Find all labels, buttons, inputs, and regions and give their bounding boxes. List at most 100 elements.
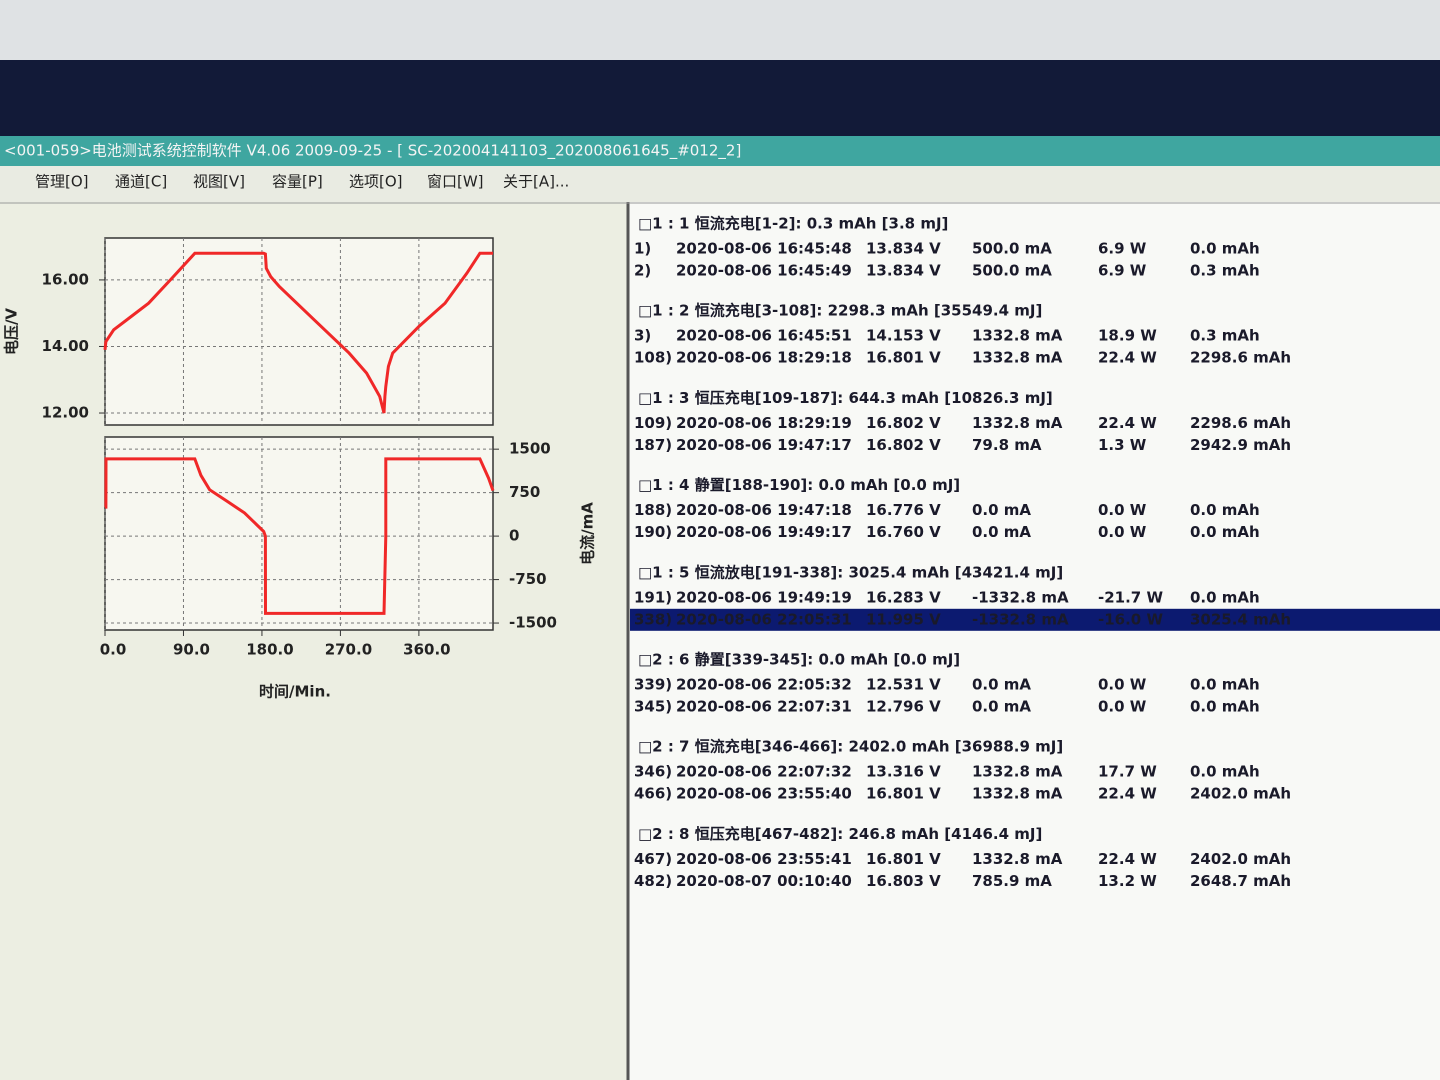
record-cell[interactable]: 0.0 mAh (1190, 523, 1260, 541)
record-cell[interactable]: 2020-08-06 22:07:31 (676, 698, 852, 716)
record-cell[interactable]: 339) (634, 676, 672, 694)
record-cell[interactable]: 16.801 V (866, 349, 941, 367)
record-cell[interactable]: 466) (634, 785, 672, 803)
record-cell[interactable]: 18.9 W (1098, 327, 1157, 345)
record-cell[interactable]: 191) (634, 588, 672, 606)
record-cell[interactable]: 345) (634, 698, 672, 716)
record-cell[interactable]: 0.0 W (1098, 676, 1147, 694)
record-cell[interactable]: 22.4 W (1098, 850, 1157, 868)
record-cell[interactable]: 2020-08-06 18:29:19 (676, 414, 852, 432)
menu-item[interactable]: 窗口[W] (427, 173, 484, 191)
selected-row[interactable] (630, 608, 1440, 631)
record-cell[interactable]: 13.316 V (866, 763, 941, 781)
record-cell[interactable]: 0.3 mAh (1190, 327, 1260, 345)
record-cell[interactable]: 79.8 mA (972, 436, 1042, 454)
record-cell[interactable]: 6.9 W (1098, 262, 1147, 280)
record-cell[interactable]: 22.4 W (1098, 785, 1157, 803)
record-cell[interactable]: 12.796 V (866, 698, 941, 716)
record-cell[interactable]: 0.0 mAh (1190, 698, 1260, 716)
record-cell[interactable]: 16.760 V (866, 523, 941, 541)
record-cell[interactable]: 2020-08-06 23:55:40 (676, 785, 852, 803)
record-cell[interactable]: 13.834 V (866, 240, 941, 258)
record-cell[interactable]: 1) (634, 240, 651, 258)
record-cell[interactable]: 17.7 W (1098, 763, 1157, 781)
record-cell[interactable]: 0.0 mA (972, 698, 1031, 716)
record-cell[interactable]: 0.0 mAh (1190, 501, 1260, 519)
menu-item[interactable]: 容量[P] (272, 173, 323, 191)
record-cell[interactable]: 2298.6 mAh (1190, 414, 1291, 432)
record-cell[interactable]: 2020-08-06 19:49:19 (676, 588, 852, 606)
menu-item[interactable]: 通道[C] (115, 173, 167, 191)
record-cell[interactable]: 13.2 W (1098, 872, 1157, 890)
record-cell[interactable]: 16.802 V (866, 414, 941, 432)
record-cell[interactable]: 0.0 mAh (1190, 240, 1260, 258)
record-cell[interactable]: 2020-08-06 23:55:41 (676, 850, 852, 868)
record-cell[interactable]: 2020-08-06 16:45:49 (676, 262, 852, 280)
record-cell[interactable]: 2020-08-06 19:49:17 (676, 523, 852, 541)
menu-item[interactable]: 选项[O] (349, 173, 403, 191)
record-cell[interactable]: 108) (634, 349, 672, 367)
record-cell[interactable]: 2402.0 mAh (1190, 850, 1291, 868)
record-cell[interactable]: 0.0 mA (972, 676, 1031, 694)
record-cell[interactable]: 500.0 mA (972, 262, 1052, 280)
record-cell[interactable]: 16.801 V (866, 850, 941, 868)
record-cell[interactable]: 12.531 V (866, 676, 941, 694)
record-cell[interactable]: 0.0 mAh (1190, 588, 1260, 606)
record-cell[interactable]: 13.834 V (866, 262, 941, 280)
record-cell[interactable]: 1332.8 mA (972, 850, 1063, 868)
record-cell[interactable]: 2020-08-06 19:47:18 (676, 501, 852, 519)
record-cell[interactable]: 187) (634, 436, 672, 454)
record-cell[interactable]: 2402.0 mAh (1190, 785, 1291, 803)
record-cell[interactable]: 16.283 V (866, 588, 941, 606)
record-cell[interactable]: 0.0 mAh (1190, 676, 1260, 694)
record-cell[interactable]: 1332.8 mA (972, 327, 1063, 345)
record-cell[interactable]: 2020-08-06 18:29:18 (676, 349, 852, 367)
record-cell[interactable]: 2648.7 mAh (1190, 872, 1291, 890)
record-cell[interactable]: 0.0 W (1098, 698, 1147, 716)
record-cell[interactable]: 22.4 W (1098, 349, 1157, 367)
record-cell[interactable]: 16.801 V (866, 785, 941, 803)
record-cell[interactable]: -1332.8 mA (972, 610, 1069, 628)
menu-item[interactable]: 视图[V] (193, 173, 245, 191)
menu-item[interactable]: 管理[O] (35, 173, 89, 191)
record-cell[interactable]: 14.153 V (866, 327, 941, 345)
record-cell[interactable]: 2942.9 mAh (1190, 436, 1291, 454)
record-cell[interactable]: 16.802 V (866, 436, 941, 454)
record-cell[interactable]: 467) (634, 850, 672, 868)
record-cell[interactable]: 16.803 V (866, 872, 941, 890)
menu-item[interactable]: 关于[A]... (503, 173, 569, 191)
record-cell[interactable]: -21.7 W (1098, 588, 1163, 606)
record-cell[interactable]: 0.0 mA (972, 501, 1031, 519)
record-cell[interactable]: 2020-08-07 00:10:40 (676, 872, 852, 890)
record-cell[interactable]: 785.9 mA (972, 872, 1052, 890)
record-cell[interactable]: 0.0 W (1098, 501, 1147, 519)
record-cell[interactable]: 188) (634, 501, 672, 519)
record-cell[interactable]: 1332.8 mA (972, 763, 1063, 781)
record-cell[interactable]: 1332.8 mA (972, 349, 1063, 367)
record-cell[interactable]: 482) (634, 872, 672, 890)
record-cell[interactable]: 6.9 W (1098, 240, 1147, 258)
record-cell[interactable]: 1.3 W (1098, 436, 1147, 454)
record-cell[interactable]: 500.0 mA (972, 240, 1052, 258)
record-cell[interactable]: 338) (634, 610, 672, 628)
record-cell[interactable]: 190) (634, 523, 672, 541)
record-cell[interactable]: 1332.8 mA (972, 785, 1063, 803)
record-cell[interactable]: 0.3 mAh (1190, 262, 1260, 280)
record-cell[interactable]: 3025.4 mAh (1190, 610, 1291, 628)
record-cell[interactable]: 2298.6 mAh (1190, 349, 1291, 367)
record-cell[interactable]: 11.995 V (866, 610, 941, 628)
record-cell[interactable]: 0.0 W (1098, 523, 1147, 541)
record-cell[interactable]: -1332.8 mA (972, 588, 1069, 606)
record-cell[interactable]: 2020-08-06 16:45:51 (676, 327, 852, 345)
record-cell[interactable]: 16.776 V (866, 501, 941, 519)
record-cell[interactable]: -16.0 W (1098, 610, 1163, 628)
record-cell[interactable]: 2020-08-06 22:05:31 (676, 610, 852, 628)
record-cell[interactable]: 0.0 mAh (1190, 763, 1260, 781)
record-cell[interactable]: 2020-08-06 22:07:32 (676, 763, 852, 781)
record-cell[interactable]: 109) (634, 414, 672, 432)
record-cell[interactable]: 22.4 W (1098, 414, 1157, 432)
record-cell[interactable]: 2020-08-06 22:05:32 (676, 676, 852, 694)
record-cell[interactable]: 0.0 mA (972, 523, 1031, 541)
record-cell[interactable]: 2020-08-06 19:47:17 (676, 436, 852, 454)
record-cell[interactable]: 3) (634, 327, 651, 345)
